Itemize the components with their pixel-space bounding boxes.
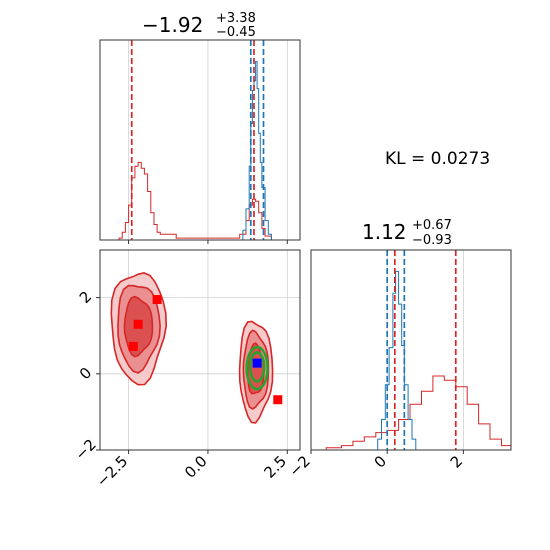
kl-label: KL = 0.0273	[385, 149, 490, 169]
joint-contour-panel: −2.5 0.0 2.5−202	[71, 249, 301, 491]
p1-red-hist	[100, 161, 300, 241]
contour-green-ring-1	[248, 351, 266, 383]
title-param2-median: 1.12	[362, 220, 407, 244]
title-param1-plus: +3.38	[216, 11, 256, 26]
p2d-y-label-1: 0	[76, 364, 95, 383]
red-marker-0	[152, 295, 162, 305]
p2d-x-label-0: −2.5	[93, 452, 131, 490]
p2d-frame	[99, 249, 301, 451]
hist-param1-panel	[99, 39, 301, 244]
hist-param2-panel: −2 0 2	[285, 249, 512, 480]
title-param2: 1.12 +0.67 −0.93	[362, 218, 452, 248]
p2d-y-label-2: 2	[76, 288, 95, 307]
blue-marker	[252, 358, 262, 368]
red-marker-3	[273, 395, 283, 405]
title-param1: −1.92 +3.38 −0.45	[142, 11, 256, 40]
p1-blue-hist	[239, 60, 272, 241]
red-marker-2	[128, 341, 138, 351]
p2-frame	[310, 249, 512, 451]
title-param2-minus: −0.93	[412, 233, 452, 248]
title-param1-minus: −0.45	[216, 25, 256, 40]
p1-frame	[99, 39, 301, 241]
red-marker-1	[133, 319, 143, 329]
p2-red-hist	[311, 375, 512, 451]
contour-green-ring-0	[245, 345, 269, 391]
p2-x-label-0: −2	[285, 452, 313, 480]
p2-x-label-1: 0	[371, 452, 390, 471]
p2-x-label-2: 2	[447, 452, 466, 471]
p2d-x-label-1: 0.0	[181, 452, 211, 482]
p2d-y-label-0: −2	[71, 435, 99, 463]
title-param1-median: −1.92	[142, 13, 203, 37]
title-param2-plus: +0.67	[412, 218, 452, 233]
